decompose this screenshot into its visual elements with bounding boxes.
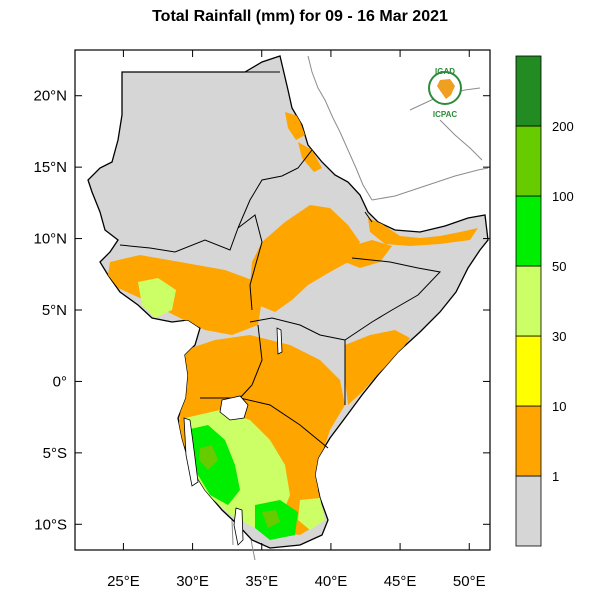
- map-title: Total Rainfall (mm) for 09 - 16 Mar 2021: [152, 8, 448, 25]
- border-south-sudan-ethiopia: [249, 241, 263, 311]
- logo-icpac-text: ICPAC: [433, 110, 458, 119]
- border-djibouti: [364, 211, 373, 223]
- lon-label: 30°E: [176, 573, 209, 590]
- legend-bin: [515, 335, 542, 407]
- legend-label: 10: [552, 399, 566, 414]
- legend-bin: [515, 475, 542, 547]
- lon-label: 40°E: [315, 573, 348, 590]
- country-borders: [119, 71, 442, 449]
- lat-label: 0°: [53, 373, 67, 390]
- rain-band-ethiopia: [250, 205, 360, 312]
- border-sudan-south: [119, 214, 263, 253]
- lake-tanganyika: [183, 417, 199, 487]
- rain-band-somalia: [345, 330, 410, 405]
- legend-bin: [515, 125, 542, 197]
- legend-bin: [515, 55, 542, 127]
- longitude-axis: 25°E 30°E 35°E 40°E 45°E 50°E: [107, 50, 486, 590]
- rain-light-green-west: [138, 278, 176, 318]
- lat-label: 5°N: [42, 302, 67, 319]
- logo-igad-text: IGAD: [435, 67, 455, 76]
- lat-label: 5°S: [43, 445, 67, 462]
- rainfall-legend: 1 10 30 50 100 200: [515, 55, 574, 547]
- border-kenya-uganda-tanzania: [200, 397, 329, 449]
- rain-dark-green-patch-b: [262, 510, 280, 528]
- rain-band-west: [108, 255, 262, 335]
- rain-light-green-coast: [298, 498, 325, 530]
- legend-label: 100: [552, 189, 574, 204]
- lon-label: 35°E: [245, 573, 278, 590]
- legend-label: 1: [552, 469, 559, 484]
- border-uganda-kenya: [239, 324, 263, 399]
- legend-label: 30: [552, 329, 566, 344]
- lakes: [183, 327, 283, 546]
- legend-label: 200: [552, 119, 574, 134]
- border-ethiopia-kenya: [249, 317, 346, 341]
- lake-malawi: [233, 507, 244, 546]
- lake-victoria: [219, 395, 249, 421]
- lat-label: 10°S: [34, 516, 67, 533]
- legend-bin: [515, 195, 542, 267]
- lat-label: 15°N: [33, 159, 67, 176]
- rainfall-layer: [108, 112, 478, 540]
- lon-label: 45°E: [384, 573, 417, 590]
- rain-eritrea-coast: [298, 142, 322, 172]
- legend-bin: [515, 405, 542, 477]
- lat-label: 10°N: [33, 231, 67, 248]
- latitude-axis: 20°N 15°N 10°N 5°N 0° 5°S 10°S: [33, 88, 490, 533]
- legend-label: 50: [552, 259, 566, 274]
- legend-bin: [515, 265, 542, 337]
- rain-djibouti: [368, 218, 478, 246]
- rain-dark-green-patch-a: [199, 445, 218, 470]
- border-ethiopia-somalia: [344, 257, 442, 341]
- lon-label: 50°E: [453, 573, 486, 590]
- rain-red-sea-coast: [285, 112, 305, 140]
- lake-turkana: [276, 327, 283, 355]
- lon-label: 25°E: [107, 573, 140, 590]
- icpac-logo: IGAD ICPAC: [428, 67, 462, 119]
- rainfall-100-200mm-areas: [199, 445, 280, 528]
- lat-label: 20°N: [33, 88, 67, 105]
- border-sudan-ethiopia: [237, 149, 313, 229]
- logo-africa-icon: [437, 79, 455, 99]
